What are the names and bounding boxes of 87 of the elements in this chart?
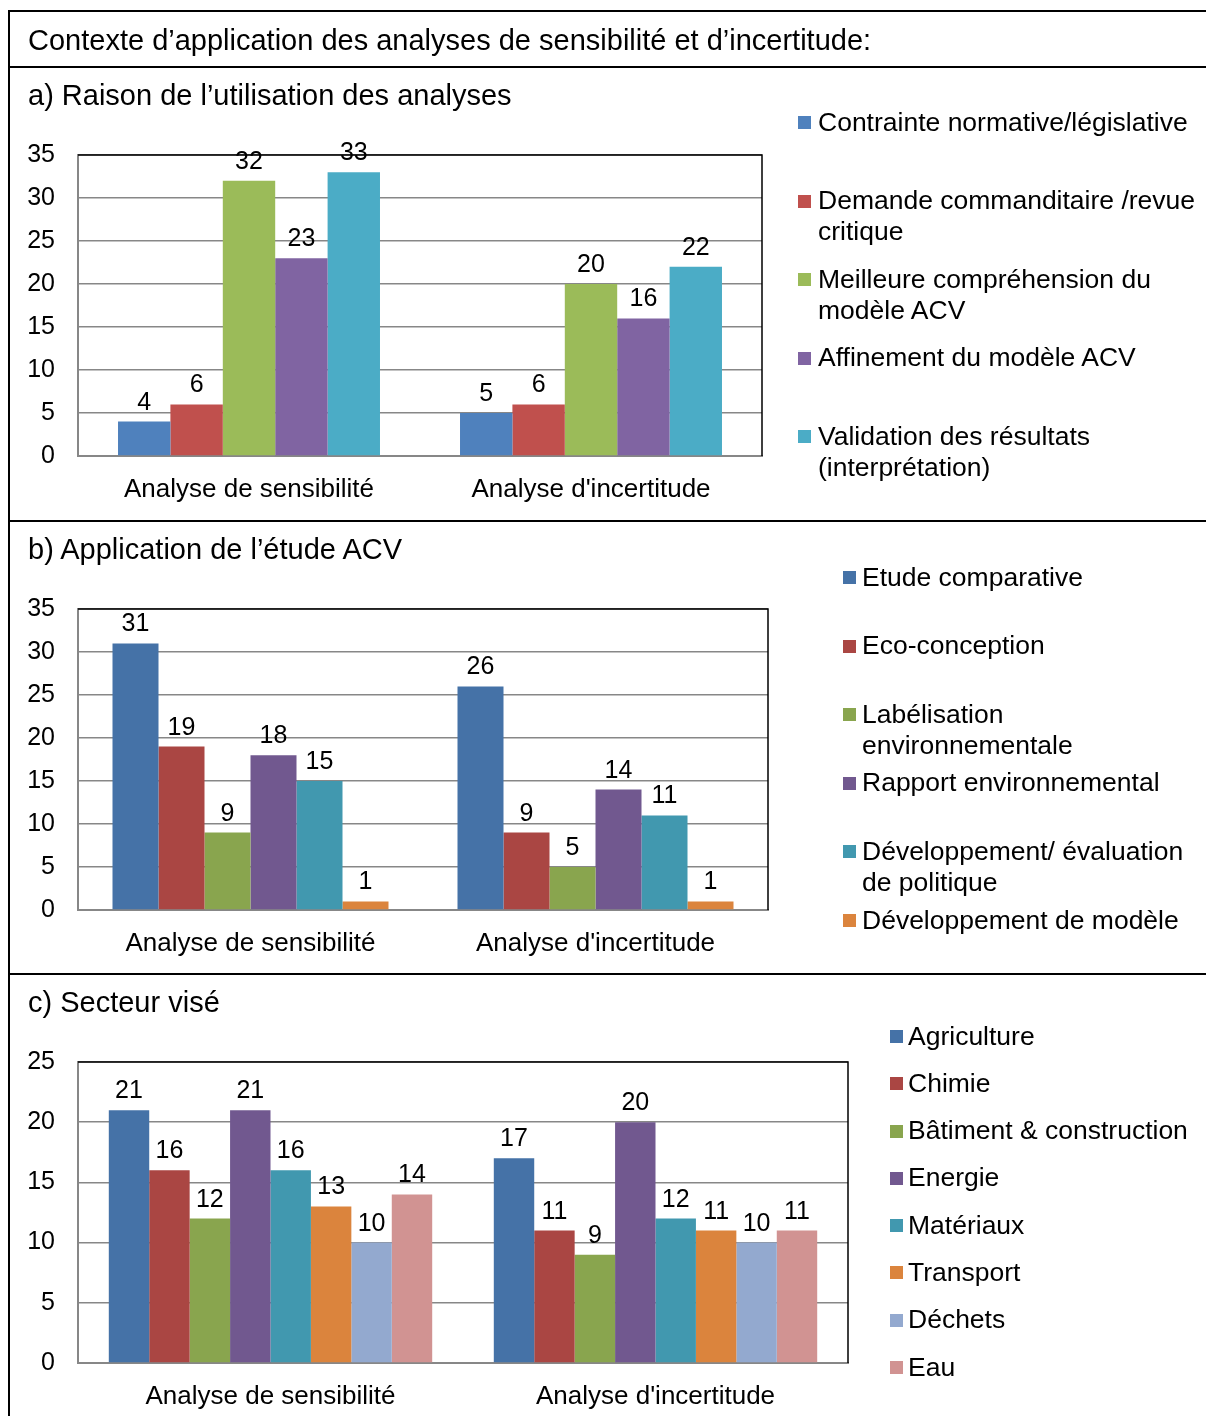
legend-label: Etude comparative [862, 561, 1084, 593]
x-tick-label: Analyse d'incertitude [535, 1379, 776, 1410]
y-tick-label: 15 [27, 1166, 55, 1195]
legend-label: Contrainte normative/législative [818, 106, 1189, 138]
y-tick-label: 5 [41, 850, 55, 879]
data-label: 14 [604, 754, 633, 783]
data-label: 10 [357, 1207, 386, 1236]
legend-label: Déchets [908, 1304, 1007, 1336]
legend-label: Eau [908, 1351, 957, 1383]
data-label: 11 [784, 1195, 810, 1224]
x-tick-label: Analyse de sensibilité [125, 926, 376, 957]
data-label: 20 [577, 249, 605, 277]
data-label: 15 [305, 746, 334, 774]
data-label: 12 [661, 1183, 690, 1212]
legend-label: Energie [908, 1162, 1001, 1194]
y-tick-label: 30 [27, 181, 55, 210]
y-tick-label: 15 [27, 310, 55, 339]
y-tick-label: 5 [41, 396, 55, 425]
legend-label: Rapport environnemental [862, 767, 1161, 799]
y-tick-label: 25 [27, 1045, 55, 1074]
data-label: 31 [121, 608, 150, 637]
data-label: 11 [703, 1195, 730, 1224]
y-tick-label: 30 [27, 635, 55, 664]
legend-label: Matériaux [908, 1209, 1026, 1241]
data-label: 21 [236, 1075, 265, 1104]
y-tick-label: 25 [27, 224, 55, 253]
x-tick-label: Analyse de sensibilité [123, 472, 375, 503]
data-label: 21 [115, 1075, 143, 1104]
legend-label: Développement/ évaluation de politique [862, 835, 1185, 898]
data-label: 14 [398, 1159, 426, 1188]
y-tick-label: 20 [27, 1106, 55, 1135]
data-label: 5 [565, 832, 580, 860]
data-label: 5 [479, 378, 494, 406]
data-label: 16 [155, 1135, 184, 1164]
legend-label: Affinement du modèle ACV [818, 342, 1137, 373]
legend-label: Chimie [908, 1067, 992, 1099]
y-tick-label: 20 [27, 721, 55, 750]
x-tick-label: Analyse d'incertitude [475, 926, 716, 957]
data-label: 19 [167, 711, 196, 740]
y-tick-label: 0 [41, 439, 55, 468]
y-tick-label: 10 [27, 807, 55, 836]
data-label: 1 [703, 866, 718, 895]
text: Contexte d’application des analyses de sensibilité et d’incertitude: [28, 24, 872, 56]
data-label: 4 [137, 386, 152, 415]
legend-label: Validation des résultats (interprétation) [818, 420, 1092, 483]
legend-label: Développement de modèle [862, 904, 1180, 936]
data-label: 22 [681, 231, 710, 260]
x-tick-label: Analyse d'incertitude [471, 472, 711, 503]
data-label: 26 [466, 651, 495, 680]
data-label: 6 [189, 369, 204, 398]
data-label: 6 [531, 369, 546, 398]
legend-label: Labélisation environnementale [862, 698, 1074, 761]
data-label: 18 [259, 720, 288, 749]
chart-title: c) Secteur visé [28, 986, 220, 1018]
y-tick-label: 35 [27, 592, 55, 621]
y-tick-label: 0 [41, 893, 55, 922]
legend-label: Bâtiment & construction [908, 1115, 1189, 1147]
legend-label: Eco-conception [862, 630, 1046, 662]
x-tick-label: Analyse de sensibilité [145, 1379, 396, 1410]
data-label: 9 [519, 797, 534, 826]
data-label: 9 [587, 1219, 602, 1248]
y-tick-label: 20 [27, 267, 55, 296]
data-label: 12 [195, 1183, 224, 1212]
data-label: 11 [541, 1195, 568, 1224]
data-label: 16 [629, 283, 658, 312]
y-tick-label: 0 [41, 1346, 55, 1375]
legend-label: Transport [908, 1256, 1022, 1288]
y-tick-label: 10 [27, 353, 55, 382]
data-label: 17 [500, 1123, 528, 1152]
legend-label: Agriculture [908, 1020, 1036, 1052]
data-label: 16 [276, 1135, 305, 1164]
y-tick-label: 35 [27, 138, 55, 167]
data-label: 23 [287, 223, 316, 252]
legend-label: Meilleure compréhension du modèle ACV [818, 263, 1152, 326]
chart-title: a) Raison de l’utilisation des analyses [28, 79, 512, 111]
y-tick-label: 5 [41, 1286, 55, 1315]
data-label: 10 [742, 1207, 771, 1236]
data-label: 9 [220, 797, 235, 826]
data-label: 11 [651, 780, 678, 809]
data-label: 20 [621, 1087, 650, 1116]
y-tick-label: 10 [27, 1226, 55, 1255]
legend-label: Demande commanditaire /revue critique [818, 185, 1197, 247]
y-tick-label: 15 [27, 764, 55, 793]
data-label: 13 [317, 1171, 346, 1200]
data-label: 1 [358, 866, 373, 895]
chart-title: b) Application de l’étude ACV [28, 533, 403, 565]
y-tick-label: 25 [27, 678, 55, 707]
